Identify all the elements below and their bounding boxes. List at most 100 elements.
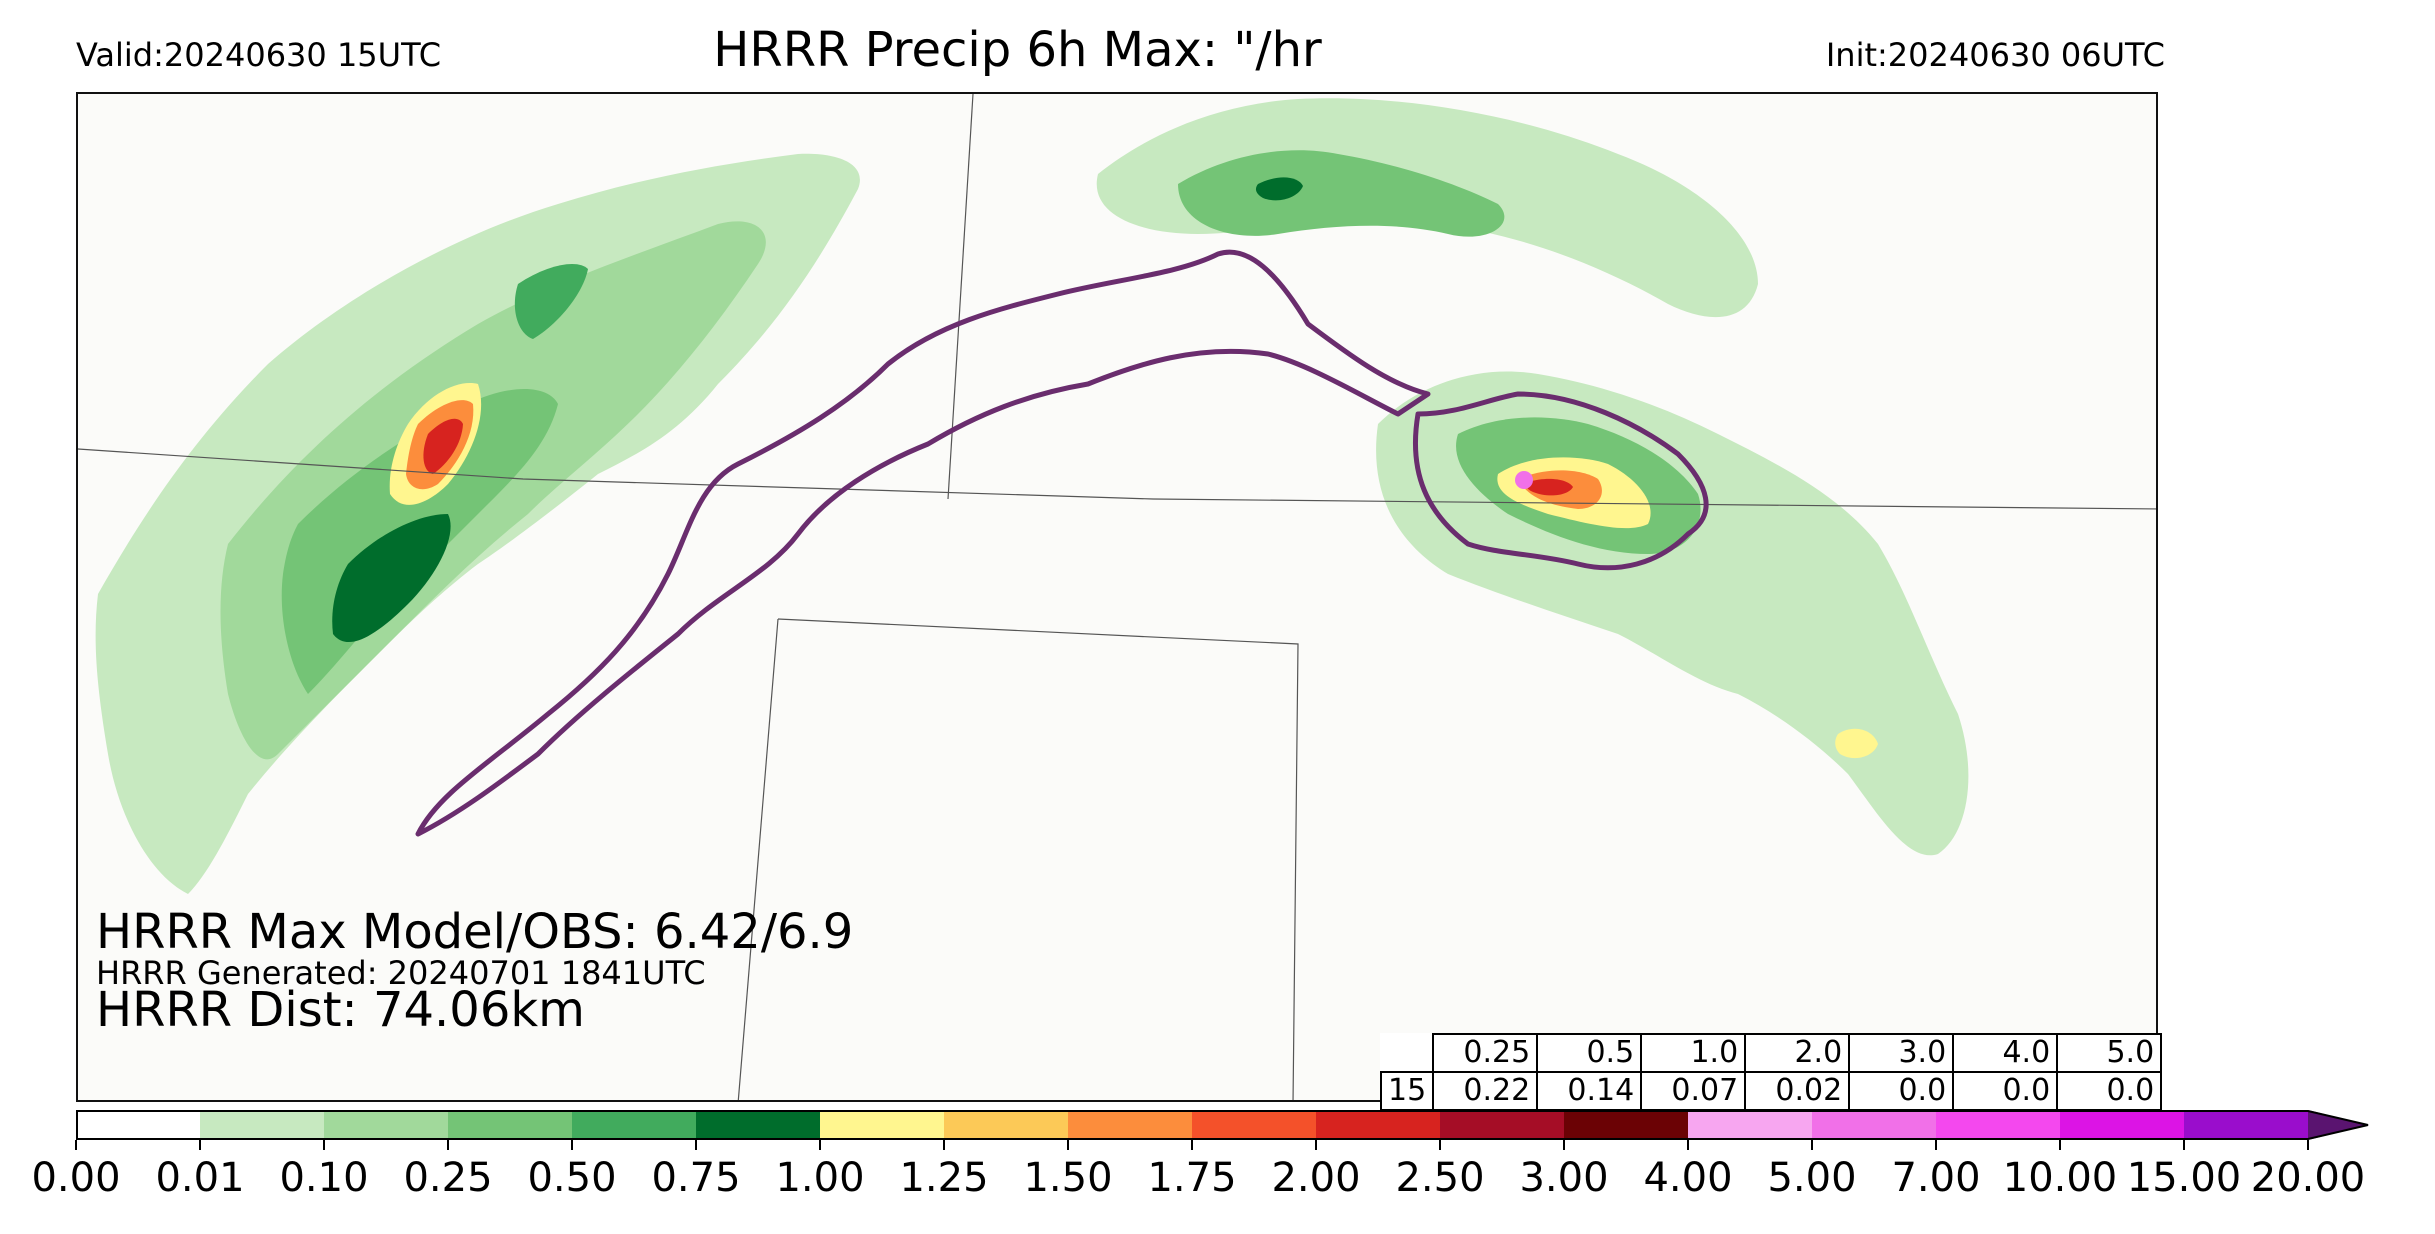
colorbar-tick-label: 4.00 — [1643, 1155, 1733, 1201]
colorbar-tick-label: 0.50 — [527, 1155, 617, 1201]
obs-contour-west — [415, 249, 1431, 837]
precip-map: HRRR Max Model/OBS: 6.42/6.9 HRRR Genera… — [76, 92, 2158, 1102]
colorbar-segment — [76, 1110, 200, 1140]
state-borders — [78, 94, 2156, 1100]
border-line-1 — [78, 448, 2156, 510]
colorbar-tick-label: 0.01 — [155, 1155, 245, 1201]
stats-value-row: 15 0.22 0.14 0.07 0.02 0.0 0.0 0.0 — [1379, 1071, 2163, 1111]
colorbar-tick — [447, 1140, 449, 1150]
colorbar-segment — [1316, 1110, 1440, 1140]
colorbar-tick — [571, 1140, 573, 1150]
colorbar-tick — [199, 1140, 201, 1150]
stats-value-cell: 0.0 — [1848, 1071, 1955, 1111]
border-line-4 — [777, 618, 1299, 1100]
colorbar-tick-label: 7.00 — [1891, 1155, 1981, 1201]
colorbar-segment — [1192, 1110, 1316, 1140]
colorbar-tick — [1935, 1140, 1937, 1150]
colorbar-tick-label: 20.00 — [2250, 1155, 2366, 1201]
colorbar-tick — [1067, 1140, 1069, 1150]
colorbar-tick — [2059, 1140, 2061, 1150]
precip-west-red — [423, 418, 463, 474]
colorbar-tick-label: 1.00 — [775, 1155, 865, 1201]
border-line-3 — [737, 618, 779, 1100]
precip-east-red — [1526, 478, 1573, 496]
stats-threshold-cell: 0.25 — [1432, 1033, 1539, 1073]
colorbar-segment — [1688, 1110, 1812, 1140]
colorbar-segment — [324, 1110, 448, 1140]
colorbar-tick-label: 0.25 — [403, 1155, 493, 1201]
colorbar-tick-label: 2.50 — [1395, 1155, 1485, 1201]
colorbar-tick-label: 1.75 — [1147, 1155, 1237, 1201]
stats-threshold-cell: 3.0 — [1848, 1033, 1955, 1073]
colorbar-tick — [2307, 1140, 2309, 1150]
stats-threshold-row: 0.25 0.5 1.0 2.0 3.0 4.0 5.0 — [1381, 1033, 2163, 1073]
stats-value-cell: 0.07 — [1640, 1071, 1747, 1111]
colorbar-tick-label: 5.00 — [1767, 1155, 1857, 1201]
obs-contour-east — [1412, 391, 1709, 571]
chart-title: HRRR Precip 6h Max: "/hr — [0, 22, 2435, 78]
colorbar-outline — [76, 1110, 2369, 1140]
colorbar-tick-label: 1.50 — [1023, 1155, 1113, 1201]
colorbar-tick — [1687, 1140, 1689, 1150]
stats-threshold-cell: 1.0 — [1640, 1033, 1747, 1073]
colorbar-segment — [1440, 1110, 1564, 1140]
colorbar-tick — [943, 1140, 945, 1150]
colorbar-segment — [1564, 1110, 1688, 1140]
colorbar-tick-label: 0.00 — [31, 1155, 121, 1201]
colorbar-segment — [1068, 1110, 1192, 1140]
colorbar-segment — [696, 1110, 820, 1140]
stats-value-cell: 0.14 — [1536, 1071, 1643, 1111]
observed-contours — [415, 249, 1709, 837]
colorbar-segment — [448, 1110, 572, 1140]
precip-southeast-yellow — [1835, 728, 1878, 759]
colorbar-segment — [2184, 1110, 2308, 1140]
colorbar-tick-label: 3.00 — [1519, 1155, 1609, 1201]
colorbar-tick-label: 10.00 — [2002, 1155, 2118, 1201]
colorbar-segment — [1936, 1110, 2060, 1140]
colorbar-tick-label: 0.10 — [279, 1155, 369, 1201]
colorbar-tick — [819, 1140, 821, 1150]
stats-threshold-cell: 2.0 — [1744, 1033, 1851, 1073]
colorbar-tick-label: 0.75 — [651, 1155, 741, 1201]
stats-value-cell: 0.22 — [1432, 1071, 1539, 1111]
colorbar-tick-label: 1.25 — [899, 1155, 989, 1201]
max-model-obs-label: HRRR Max Model/OBS: 6.42/6.9 — [96, 904, 854, 960]
precip-fill — [95, 98, 1969, 894]
stats-threshold-cell: 0.5 — [1536, 1033, 1643, 1073]
stats-corner — [1381, 1034, 1433, 1072]
dist-label: HRRR Dist: 74.06km — [96, 982, 585, 1038]
colorbar-tick — [2183, 1140, 2185, 1150]
stats-row-label: 15 — [1379, 1071, 1435, 1111]
init-time: Init:20240630 06UTC — [1825, 36, 2165, 74]
colorbar-tick-label: 2.00 — [1271, 1155, 1361, 1201]
colorbar-segment — [572, 1110, 696, 1140]
colorbar — [76, 1110, 2369, 1140]
title-text: HRRR Precip 6h Max: "/hr — [713, 22, 1322, 78]
stats-value-cell: 0.0 — [1952, 1071, 2059, 1111]
border-line-2 — [947, 94, 974, 500]
colorbar-tick — [695, 1140, 697, 1150]
stats-value-cell: 0.02 — [1744, 1071, 1851, 1111]
colorbar-tick — [75, 1140, 77, 1150]
stats-table: 0.25 0.5 1.0 2.0 3.0 4.0 5.0 15 0.22 0.14 0.07 0.02… — [1379, 1033, 2163, 1111]
colorbar-extend-arrow — [2308, 1110, 2368, 1140]
colorbar-segment — [2060, 1110, 2184, 1140]
colorbar-segment — [1812, 1110, 1936, 1140]
precip-north-dark — [1255, 177, 1303, 201]
precip-east-magenta — [1515, 471, 1533, 489]
colorbar-segment — [200, 1110, 324, 1140]
stats-threshold-cell: 4.0 — [1952, 1033, 2059, 1073]
stats-threshold-cell: 5.0 — [2056, 1033, 2163, 1073]
colorbar-tick — [1439, 1140, 1441, 1150]
colorbar-tick — [1191, 1140, 1193, 1150]
precip-north-green3 — [1178, 150, 1505, 237]
colorbar-segment — [820, 1110, 944, 1140]
colorbar-tick-label: 15.00 — [2126, 1155, 2242, 1201]
valid-time: Valid:20240630 15UTC — [76, 36, 442, 74]
map-graphic — [78, 94, 2156, 1100]
colorbar-tick — [1811, 1140, 1813, 1150]
precip-west-green4 — [514, 264, 588, 339]
stats-value-cell: 0.0 — [2056, 1071, 2163, 1111]
generated-label: HRRR Generated: 20240701 1841UTC — [96, 954, 706, 992]
colorbar-segment — [944, 1110, 1068, 1140]
